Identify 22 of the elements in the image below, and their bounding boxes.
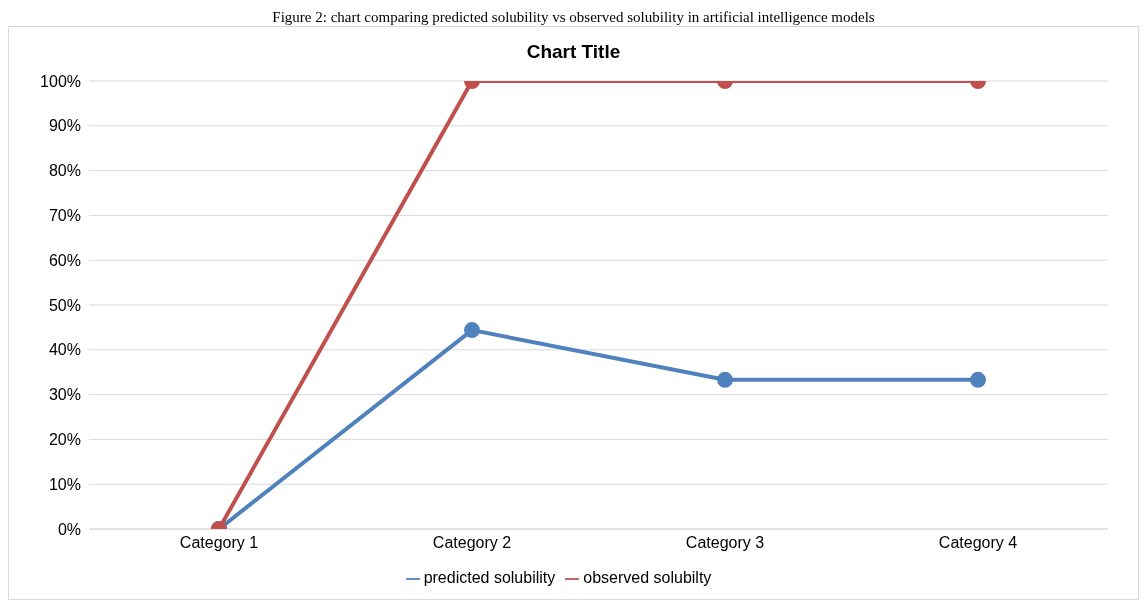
x-tick-label: Category 3 (685, 534, 765, 552)
point (464, 322, 480, 339)
y-tick-label: 0% (57, 520, 81, 538)
y-tick-label: 20% (48, 431, 81, 449)
legend-label: predicted solubility (423, 569, 556, 586)
y-tick-label: 60% (48, 251, 81, 269)
y-tick-label: 50% (48, 296, 81, 314)
y-tick-label: 80% (48, 162, 81, 180)
x-tick-label: Category 1 (179, 534, 259, 552)
y-tick-label: 100% (40, 72, 81, 90)
point (717, 371, 733, 388)
chart-title: Chart Title (525, 41, 622, 64)
point (970, 371, 986, 388)
x-tick-label: Category 2 (432, 534, 512, 552)
caption: Figure 2: chart comparing predicted solubility vs observed solubility in artificial intelligence models (271, 8, 876, 26)
y-tick-label: 40% (48, 341, 81, 359)
y-tick-label: 10% (48, 475, 81, 493)
x-tick-label: Category 4 (938, 534, 1018, 552)
y-tick-label: 90% (48, 117, 81, 135)
y-tick-label: 70% (48, 207, 81, 225)
legend-label: observed solubilty (583, 569, 712, 586)
y-tick-label: 30% (48, 386, 81, 404)
